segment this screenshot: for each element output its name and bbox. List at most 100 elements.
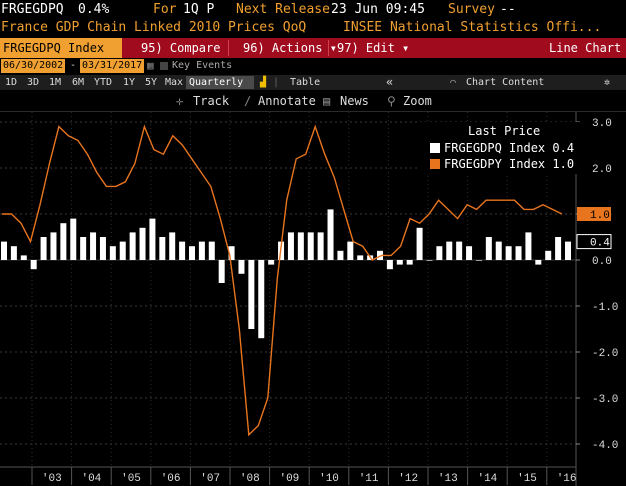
x-tick-label: '10 [319, 473, 339, 485]
crosshair-icon: ✛ [176, 94, 184, 108]
x-tick-label: '07 [200, 473, 220, 485]
bar [466, 246, 473, 260]
chart-type-label[interactable]: Line Chart [549, 41, 622, 55]
period-ytd[interactable]: YTD [94, 77, 113, 88]
y-tick-label: -1.0 [592, 302, 618, 314]
bar [90, 232, 97, 260]
date-dash: - [70, 60, 77, 71]
bar [485, 237, 492, 260]
line-value-label: 1.0 [590, 210, 610, 222]
actions-button[interactable]: 96) Actions ▾ [243, 38, 337, 58]
bar [406, 260, 413, 265]
security-input[interactable]: FRGEGDPQ Index [0, 38, 122, 58]
x-tick-label: '06 [161, 473, 181, 485]
bar [80, 237, 87, 260]
bar [218, 260, 225, 283]
compare-button[interactable]: 95) Compare [141, 41, 221, 55]
x-tick-label: '16 [557, 473, 577, 485]
chevron-down-icon: ▾ [402, 41, 410, 55]
period-1m[interactable]: 1M [49, 77, 62, 88]
bar [248, 260, 255, 329]
bar [1, 241, 7, 260]
bar [456, 241, 463, 260]
bar [396, 260, 403, 265]
gear-icon[interactable]: ✲ [604, 77, 611, 88]
calendar-icon[interactable]: ▦ [147, 59, 154, 72]
start-date-input[interactable]: 06/30/2002 [1, 59, 66, 73]
bar [238, 260, 245, 274]
bar [337, 250, 344, 260]
key-events-checkbox[interactable] [160, 62, 168, 70]
bar [545, 250, 552, 260]
end-date-input[interactable]: 03/31/2017 [80, 59, 145, 73]
chart-toolbar: ✛ Track ∕ Annotate ▤ News ⚲ Zoom [0, 91, 626, 111]
period-5y[interactable]: 5Y [145, 77, 158, 88]
y-tick-label: 2.0 [592, 164, 612, 176]
bar-chart-icon[interactable]: ▟ [260, 77, 267, 88]
bar [258, 260, 265, 339]
bar [228, 246, 235, 260]
news-icon: ▤ [323, 94, 331, 108]
chart-content-button[interactable]: Chart Content [466, 77, 545, 88]
collapse-icon[interactable]: « [386, 75, 394, 89]
bar-value-label: 0.4 [590, 238, 610, 250]
chart-legend: Last Price FRGEGDPQ Index 0.4 FRGEGDPY I… [420, 122, 580, 174]
bar [317, 232, 324, 260]
bar [70, 218, 77, 260]
bar [20, 255, 27, 260]
table-button[interactable]: Table [290, 77, 321, 88]
bar [555, 237, 562, 260]
period-1y[interactable]: 1Y [123, 77, 136, 88]
bar [475, 260, 482, 261]
period-6m[interactable]: 6M [72, 77, 85, 88]
period-1d[interactable]: 1D [5, 77, 18, 88]
bar [357, 255, 364, 260]
legend-series-name: FRGEGDPQ Index [444, 141, 546, 155]
x-tick-label: '08 [240, 473, 260, 485]
last-value: 0.4% [78, 2, 110, 17]
bar [436, 246, 443, 260]
news-button[interactable]: News [340, 94, 369, 108]
period-max[interactable]: Max [165, 77, 184, 88]
bar [515, 246, 522, 260]
gdp-chart[interactable]: 3.0 2.0 1.0 0.0 -1.0 -2.0 -3.0 -4.0 1.0 0.4 '03 '0… [0, 112, 626, 486]
edit-label: 97) Edit [337, 41, 395, 55]
period-3d[interactable]: 3D [27, 77, 40, 88]
frequency-label: Quarterly [189, 77, 244, 88]
security-description: France GDP Chain Linked 2010 Prices QoQ [1, 20, 307, 35]
bar [505, 246, 512, 260]
period-value: 1Q P [183, 2, 215, 17]
annotate-icon: ∕ [244, 94, 252, 108]
date-range-row: 06/30/2002 - 03/31/2017 ▦ Key Events [0, 58, 626, 74]
track-button[interactable]: Track [193, 94, 230, 108]
legend-series-name: FRGEGDPY Index [444, 157, 546, 171]
bar [377, 250, 383, 260]
bar [327, 209, 334, 260]
bar [149, 218, 156, 260]
edit-button[interactable]: 97) Edit ▾ [337, 38, 409, 58]
x-tick-label: '05 [121, 473, 141, 485]
legend-series-last: 1.0 [552, 157, 575, 171]
y-tick-label: -2.0 [592, 348, 618, 360]
bar [40, 237, 47, 260]
zoom-button[interactable]: Zoom [403, 94, 432, 108]
security-source: INSEE National Statistics Offi... [343, 20, 602, 35]
legend-swatch [430, 143, 440, 153]
bar [416, 227, 423, 260]
bar [169, 232, 176, 260]
key-events-label: Key Events [172, 60, 233, 71]
bar [10, 246, 17, 260]
legend-item-line: FRGEGDPY Index 1.0 [430, 157, 574, 171]
bar [159, 237, 166, 260]
x-tick-label: '15 [517, 473, 537, 485]
tab-bar: FRGEGDPQ Index 95) Compare 96) Actions ▾… [0, 38, 626, 58]
bar [525, 232, 532, 260]
period-row: 1D 3D 1M 6M YTD 1Y 5Y Max Quarterly ▾ ▟ … [0, 75, 626, 101]
annotate-button[interactable]: Annotate [258, 94, 316, 108]
frequency-select[interactable]: Quarterly ▾ [186, 76, 254, 101]
bar [179, 241, 186, 260]
legend-series-last: 0.4 [552, 141, 575, 155]
survey-label: Survey [448, 2, 495, 17]
x-tick-label: '09 [279, 473, 299, 485]
x-tick-label: '14 [477, 473, 497, 485]
